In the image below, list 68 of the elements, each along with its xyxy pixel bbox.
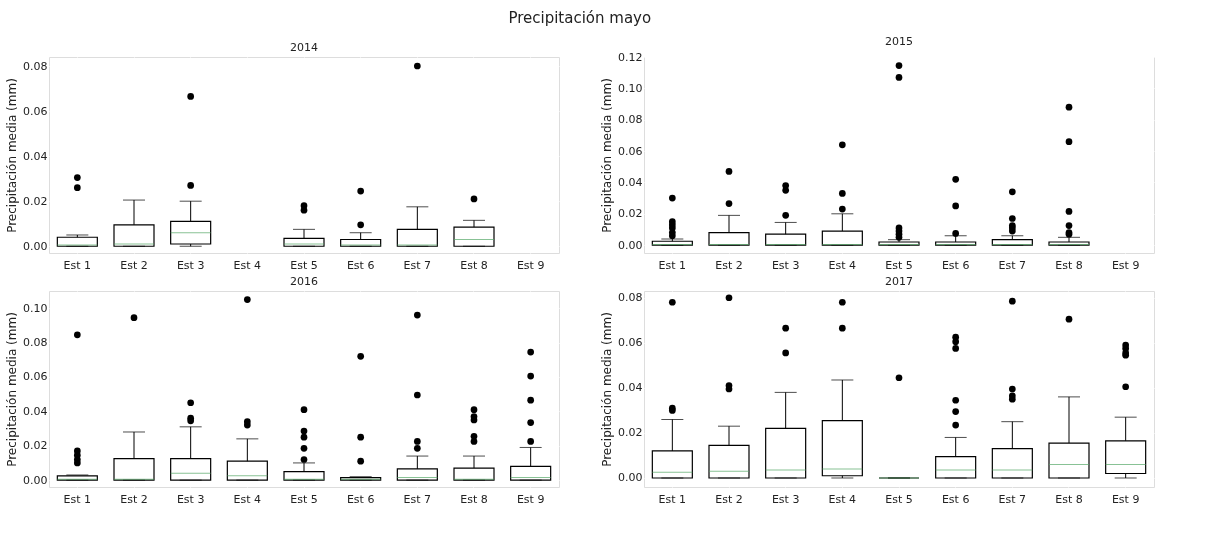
y-tick-label: 0.08 xyxy=(23,336,48,350)
x-tick-label: Est 1 xyxy=(658,492,687,506)
x-tick-label: Est 6 xyxy=(346,258,375,272)
y-axis-title: Precipitación media (mm) xyxy=(5,78,20,233)
x-tick-label: Est 7 xyxy=(998,492,1027,506)
x-tick-label: Est 8 xyxy=(460,258,488,272)
y-tick-label: 0.10 xyxy=(618,81,643,95)
x-tick-label: Est 7 xyxy=(403,258,432,272)
x-tick-label: Est 6 xyxy=(346,492,375,506)
chart-title: 2016 xyxy=(290,275,318,288)
x-tick-label: Est 2 xyxy=(120,258,148,272)
y-tick-label: 0.08 xyxy=(23,59,48,73)
x-tick-label: Est 1 xyxy=(63,492,92,506)
x-tick-label: Est 6 xyxy=(941,258,970,272)
x-tick-label: Est 3 xyxy=(771,258,800,272)
text: Precipitación mayo xyxy=(508,8,652,27)
x-tick-label: Est 7 xyxy=(998,258,1027,272)
x-tick-label: Est 7 xyxy=(403,492,432,506)
x-tick-label: Est 2 xyxy=(715,258,743,272)
y-axis-title: Precipitación media (mm) xyxy=(600,312,615,467)
y-tick-label: 0.10 xyxy=(23,301,48,315)
y-tick-label: 0.06 xyxy=(23,104,48,118)
y-tick-label: 0.04 xyxy=(23,149,48,163)
y-tick-label: 0.00 xyxy=(23,239,48,253)
y-tick-label: 0.04 xyxy=(618,175,643,189)
y-tick-label: 0.00 xyxy=(618,238,643,252)
y-tick-label: 0.02 xyxy=(618,426,643,440)
x-tick-label: Est 5 xyxy=(290,258,318,272)
chart-title: 2017 xyxy=(885,275,913,288)
y-tick-label: 0.08 xyxy=(618,291,643,305)
y-tick-label: 0.02 xyxy=(23,194,48,208)
x-tick-label: Est 9 xyxy=(516,492,545,506)
x-tick-label: Est 8 xyxy=(460,492,488,506)
chart-title: 2015 xyxy=(885,35,913,48)
x-tick-label: Est 8 xyxy=(1055,492,1083,506)
x-tick-label: Est 1 xyxy=(63,258,92,272)
x-tick-label: Est 9 xyxy=(1111,258,1140,272)
x-tick-label: Est 4 xyxy=(233,492,262,506)
y-tick-label: 0.02 xyxy=(618,207,643,221)
y-tick-label: 0.06 xyxy=(23,370,48,384)
x-tick-label: Est 8 xyxy=(1055,258,1083,272)
y-tick-label: 0.08 xyxy=(618,113,643,127)
y-tick-label: 0.12 xyxy=(618,50,643,64)
x-tick-label: Est 4 xyxy=(828,492,857,506)
y-tick-label: 0.04 xyxy=(23,404,48,418)
x-tick-label: Est 5 xyxy=(885,258,913,272)
x-tick-label: Est 4 xyxy=(828,258,857,272)
y-tick-label: 0.04 xyxy=(618,381,643,395)
y-axis-title: Precipitación media (mm) xyxy=(5,312,20,467)
y-tick-label: 0.02 xyxy=(23,439,48,453)
x-tick-label: Est 3 xyxy=(176,492,205,506)
y-tick-label: 0.06 xyxy=(618,144,643,158)
y-tick-label: 0.00 xyxy=(618,471,643,485)
y-axis-title: Precipitación media (mm) xyxy=(600,78,615,233)
x-tick-label: Est 4 xyxy=(233,258,262,272)
x-tick-label: Est 2 xyxy=(715,492,743,506)
x-tick-label: Est 3 xyxy=(176,258,205,272)
chart-title: 2014 xyxy=(290,41,318,54)
x-tick-label: Est 9 xyxy=(516,258,545,272)
x-tick-label: Est 5 xyxy=(290,492,318,506)
x-tick-label: Est 5 xyxy=(885,492,913,506)
y-tick-label: 0.00 xyxy=(23,473,48,487)
x-tick-label: Est 1 xyxy=(658,258,687,272)
y-tick-label: 0.06 xyxy=(618,336,643,350)
x-tick-label: Est 2 xyxy=(120,492,148,506)
x-tick-label: Est 3 xyxy=(771,492,800,506)
x-tick-label: Est 6 xyxy=(941,492,970,506)
x-tick-label: Est 9 xyxy=(1111,492,1140,506)
